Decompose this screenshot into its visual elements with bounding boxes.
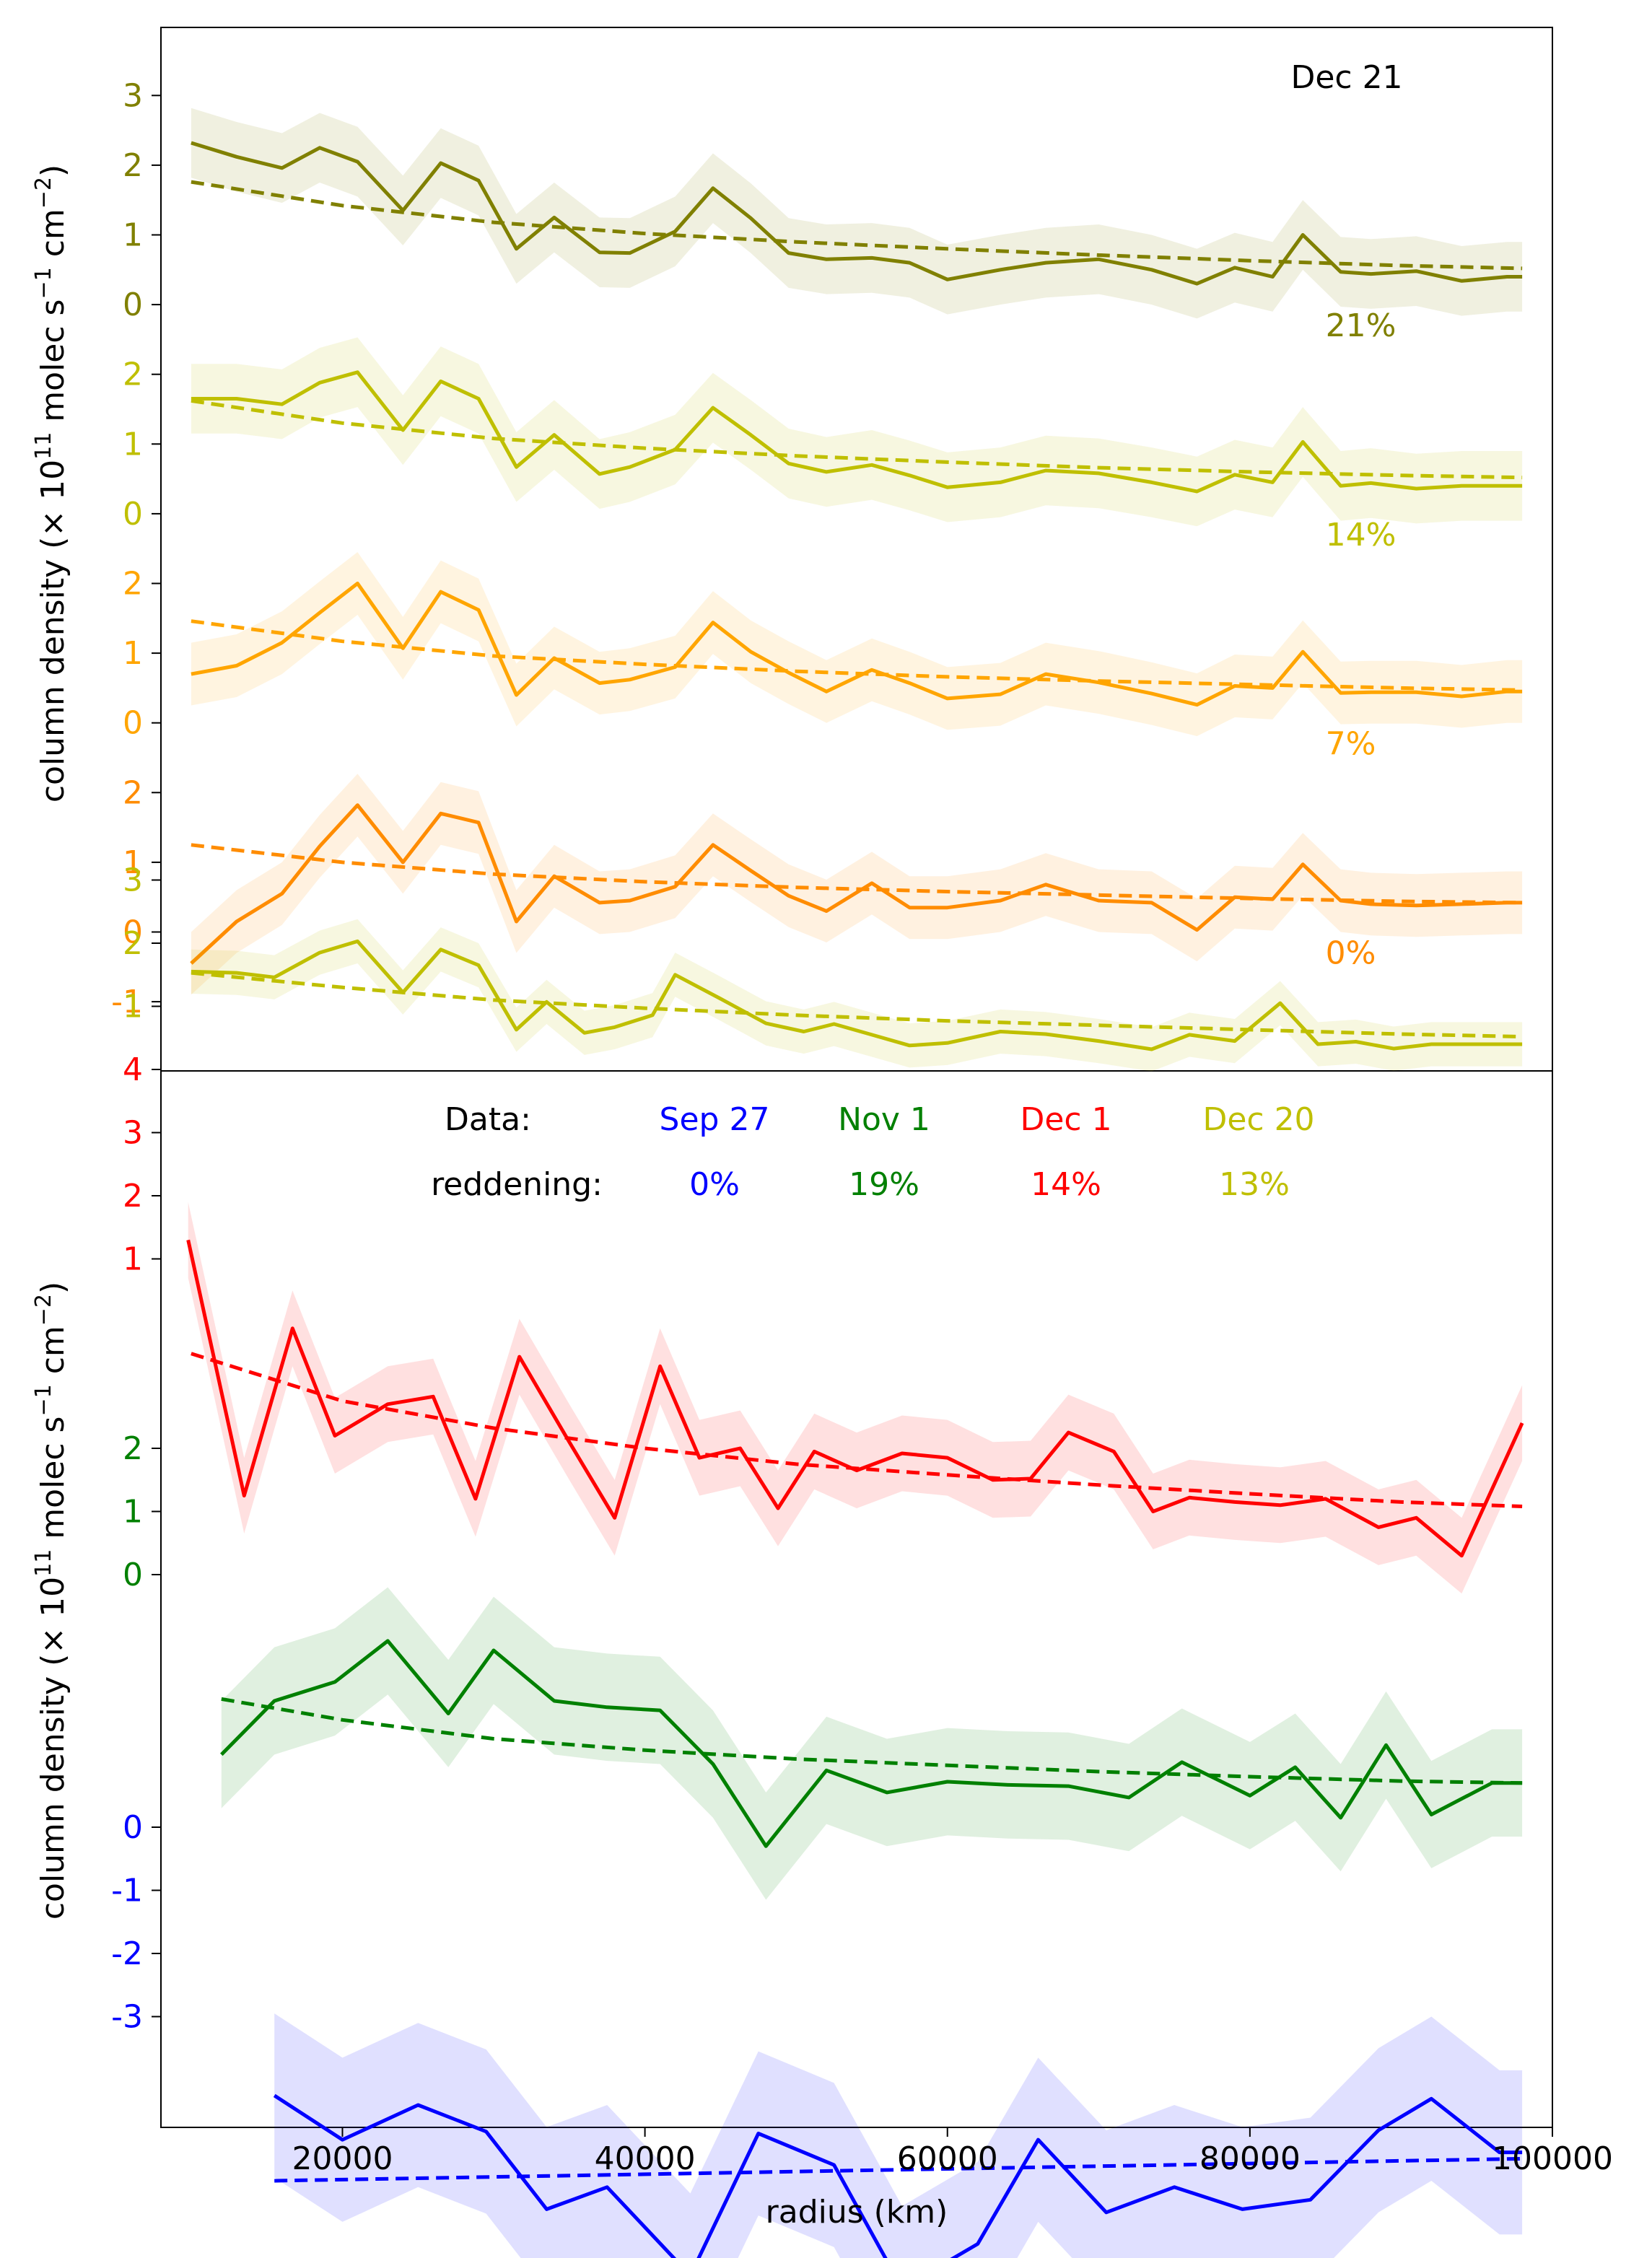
bottom-y-tick-label: 1 (123, 1494, 143, 1531)
top-y-tick-label: -1 (111, 984, 143, 1020)
top-21pct-reddening-label: 21% (1326, 307, 1397, 344)
bottom-panel: Data: reddening: Sep 27 0% Nov 1 19% Dec… (31, 862, 1613, 2258)
bottom-sep-27-fit-line (274, 2156, 1523, 2183)
legend-dec1-reddening: 14% (1031, 1166, 1101, 1203)
top-y-axis-label: column density (× 1011 molec s−1 cm−2) (31, 165, 71, 802)
bottom-y-tick-label: 0 (123, 1809, 143, 1846)
legend-nov1-reddening: 19% (849, 1166, 919, 1203)
legend-dec1-date: Dec 1 (1020, 1101, 1111, 1138)
bottom-y-tick-label: -1 (111, 1873, 143, 1909)
legend: Data: reddening: Sep 27 0% Nov 1 19% Dec… (431, 1101, 1315, 1203)
bottom-y-tick-label: -2 (111, 1935, 143, 1972)
top-y-tick-label: 3 (123, 77, 143, 114)
top-21pct-fit-line (191, 180, 1523, 271)
bottom-sep-27-data-line (273, 2093, 1523, 2258)
legend-sep27-reddening: 0% (689, 1166, 740, 1203)
top-21pct-error-band (191, 108, 1523, 319)
bottom-y-tick-label: 3 (123, 1115, 143, 1152)
bottom-dec-1-data-line (186, 1239, 1524, 1558)
bottom-nov-1-fit-line (221, 1697, 1523, 1785)
top-y-tick-label: 1 (123, 844, 143, 881)
top-21pct-data-line (191, 141, 1523, 286)
bottom-y-ticks: 1 2 3 1 2 3 4 0 1 2 -3 -2 -1 0 (111, 862, 161, 2036)
legend-dec20-reddening: 13% (1219, 1166, 1290, 1203)
top-y-tick-label: 2 (123, 147, 143, 184)
top-0pct-error-band (191, 774, 1523, 995)
bottom-y-tick-label: 1 (123, 989, 143, 1025)
top-7pct-reddening-label: 7% (1326, 726, 1376, 763)
top-y-tick-label: 2 (123, 566, 143, 603)
legend-data-label: Data: (445, 1101, 531, 1138)
bottom-y-tick-label: 2 (123, 1430, 143, 1467)
bottom-sep-27-error-band (274, 2013, 1523, 2258)
top-y-tick-label: 2 (123, 356, 143, 393)
top-7pct-data-line (191, 582, 1523, 707)
bottom-y-tick-label: 0 (123, 1557, 143, 1593)
top-14pct-reddening-label: 14% (1326, 517, 1397, 553)
bottom-nov-1-error-band (221, 1587, 1523, 1900)
legend-sep27-date: Sep 27 (660, 1101, 770, 1138)
bottom-y-axis-label: column density (× 1011 molec s−1 cm−2) (31, 1282, 71, 1920)
bottom-y-tick-label: 1 (123, 1241, 143, 1278)
bottom-dec-20-data-line (191, 939, 1523, 1051)
x-tick-label: 40000 (595, 2140, 696, 2177)
x-tick-label: 80000 (1199, 2140, 1301, 2177)
bottom-dec-20-fit-line (191, 971, 1523, 1038)
legend-reddening-label: reddening: (431, 1166, 603, 1203)
top-0pct-fit-line (191, 843, 1523, 905)
bottom-nov-1-data-line (220, 1639, 1523, 1848)
x-axis-label: radius (km) (766, 2194, 948, 2231)
top-14pct-fit-line (191, 398, 1523, 480)
top-y-tick-label: 0 (123, 286, 143, 323)
bottom-y-tick-label: 4 (123, 1051, 143, 1088)
top-14pct-error-band (191, 337, 1523, 527)
top-panel-title: Dec 21 (1290, 59, 1402, 96)
top-y-tick-label: 2 (123, 774, 143, 811)
top-series-group: 21% 14% 7% 0% (190, 108, 1523, 995)
x-tick-label: 60000 (897, 2140, 998, 2177)
bottom-y-tick-label: 2 (123, 1178, 143, 1215)
x-tick-label: 100000 (1492, 2140, 1613, 2177)
top-y-tick-label: 0 (123, 705, 143, 742)
top-7pct-fit-line (191, 619, 1523, 692)
legend-dec20-date: Dec 20 (1202, 1101, 1314, 1138)
top-y-tick-label: 1 (123, 426, 143, 463)
x-tick-label: 20000 (292, 2140, 393, 2177)
x-ticks: 20000 40000 60000 80000 100000 (292, 2127, 1613, 2177)
bottom-dec-1-error-band (188, 1202, 1523, 1594)
top-y-tick-label: 0 (123, 914, 143, 951)
bottom-y-tick-label: 2 (123, 925, 143, 962)
top-0pct-reddening-label: 0% (1326, 935, 1376, 971)
top-y-tick-label: 1 (123, 635, 143, 672)
top-14pct-data-line (191, 370, 1523, 494)
bottom-panel-frame (160, 1070, 1553, 2128)
top-y-tick-label: 1 (123, 217, 143, 254)
bottom-dec-1-fit-line (191, 1352, 1523, 1508)
legend-nov1-date: Nov 1 (838, 1101, 930, 1138)
bottom-y-tick-label: -3 (111, 1999, 143, 2036)
top-0pct-data-line (190, 803, 1523, 965)
bottom-y-tick-label: 3 (123, 862, 143, 899)
top-y-tick-label: 0 (123, 496, 143, 533)
bottom-series-group (186, 919, 1524, 2258)
